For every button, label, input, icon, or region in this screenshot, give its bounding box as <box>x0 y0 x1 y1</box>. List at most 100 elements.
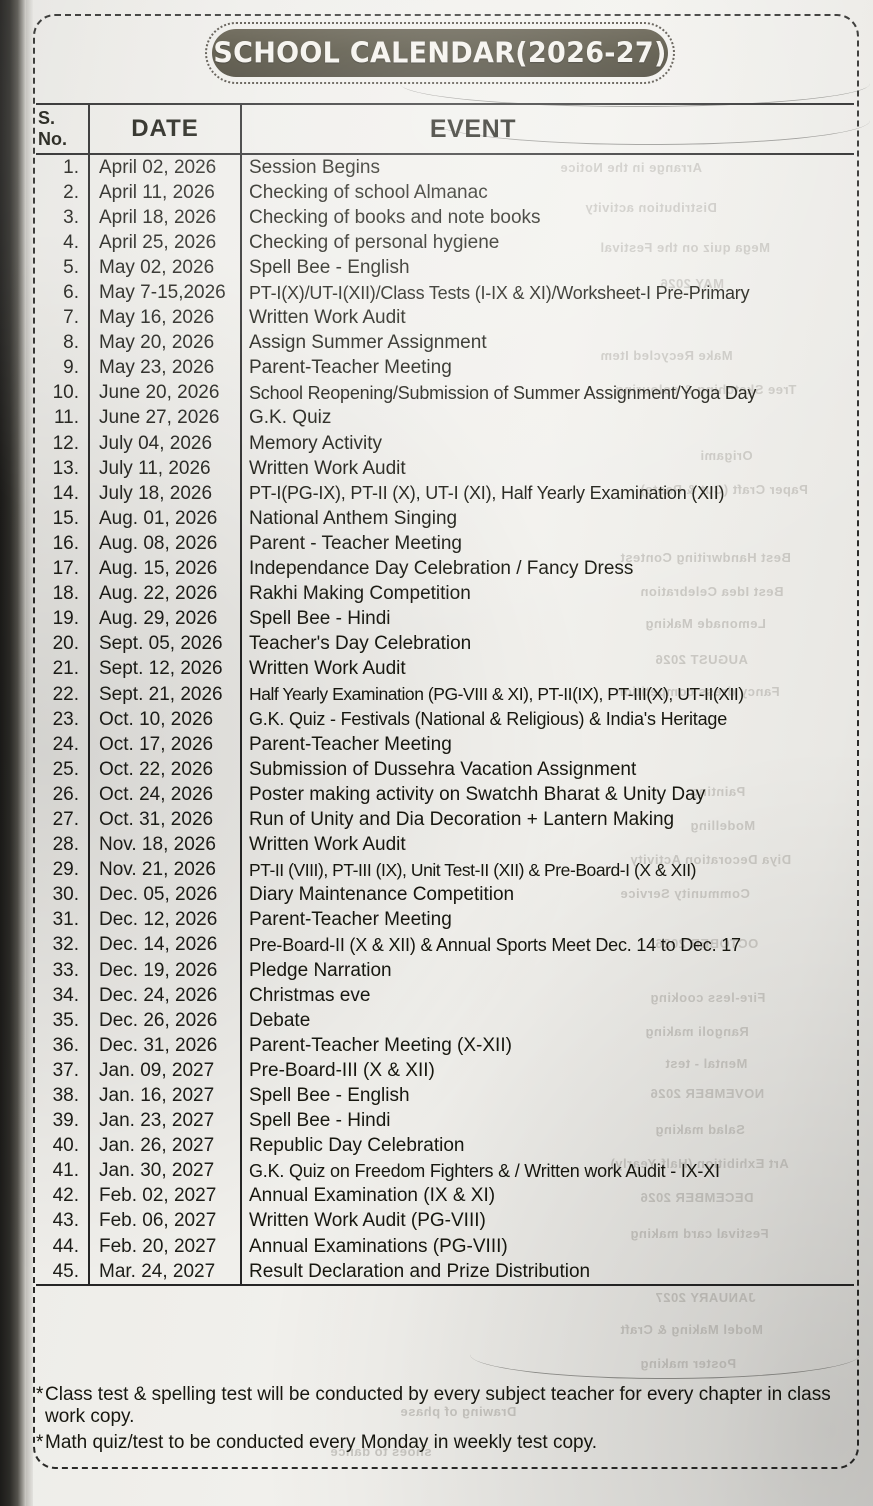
table-row: 6. May 7-15,2026 PT-I(X)/UT-I(XII)/Class T… <box>36 280 854 306</box>
cell-date: Aug. 29, 2026 <box>90 606 242 632</box>
table-row: 45. Mar. 24, 2027 Result Declaration and P… <box>36 1259 854 1285</box>
cell-sno: 6. <box>36 280 90 306</box>
cell-date: July 04, 2026 <box>90 431 242 457</box>
cell-event: Written Work Audit <box>249 834 406 856</box>
table-row: 21. Sept. 12, 2026 Written Work Audit <box>36 656 854 682</box>
cell-event: Diary Maintenance Competition <box>249 884 515 906</box>
column-header-event: EVENT <box>429 114 517 143</box>
cell-date: April 02, 2026 <box>90 155 242 181</box>
footnotes: * Class test & spelling test will be con… <box>36 1384 854 1455</box>
cell-sno: 3. <box>36 205 90 231</box>
cell-event: Pre-Board-III (X & XII) <box>249 1059 435 1081</box>
cell-date: Aug. 08, 2026 <box>90 531 242 557</box>
cell-event: Parent-Teacher Meeting <box>249 733 452 755</box>
table-row: 41. Jan. 30, 2027 G.K. Quiz on Freedom Fig… <box>36 1158 854 1184</box>
cell-event: Parent-Teacher Meeting (X-XII) <box>249 1034 512 1056</box>
cell-date: Jan. 09, 2027 <box>90 1058 242 1084</box>
cell-date: Dec. 24, 2026 <box>90 983 242 1009</box>
cell-event: Checking of personal hygiene <box>249 231 500 253</box>
cell-date: Dec. 31, 2026 <box>90 1033 242 1059</box>
cell-date: Aug. 01, 2026 <box>90 506 242 532</box>
cell-sno: 13. <box>36 456 90 482</box>
table-row: 32. Dec. 14, 2026 Pre-Board-II (X & XII) &… <box>36 932 854 958</box>
cell-date: April 18, 2026 <box>90 205 242 231</box>
table-row: 43. Feb. 06, 2027 Written Work Audit (PG-V… <box>36 1208 854 1235</box>
cell-sno: 19. <box>36 606 90 632</box>
cell-event: Annual Examination (IX & XI) <box>249 1185 496 1207</box>
cell-event: PT-II (VIII), PT-III (IX), Unit Test-II … <box>249 859 697 880</box>
cell-event: PT-I(PG-IX), PT-II (X), UT-I (XI), Half … <box>249 483 725 504</box>
cell-sno: 24. <box>36 732 90 758</box>
cell-sno: 21. <box>36 656 90 682</box>
table-row: 14. July 18, 2026 PT-I(PG-IX), PT-II (X), … <box>36 481 854 507</box>
footnote-item: * Math quiz/test to be conducted every M… <box>36 1432 854 1454</box>
column-header-sno: S. No. <box>36 105 90 153</box>
cell-sno: 37. <box>36 1058 90 1084</box>
cell-date: Aug. 15, 2026 <box>90 556 242 582</box>
cell-event: Half Yearly Examination (PG-VIII & XI), … <box>249 684 744 705</box>
cell-date: April 25, 2026 <box>90 230 242 256</box>
table-row: 26. Oct. 24, 2026 Poster making activity o… <box>36 782 854 808</box>
cell-date: Oct. 10, 2026 <box>90 707 242 733</box>
cell-date: Dec. 12, 2026 <box>90 907 242 933</box>
cell-event: School Reopening/Submission of Summer As… <box>249 382 757 403</box>
cell-event: Annual Examinations (PG-VIII) <box>249 1235 508 1257</box>
cell-sno: 40. <box>36 1133 90 1159</box>
cell-date: May 7-15,2026 <box>90 280 242 306</box>
cell-date: Feb. 02, 2027 <box>90 1183 242 1209</box>
cell-date: Dec. 05, 2026 <box>90 882 242 908</box>
cell-date: Sept. 21, 2026 <box>90 681 242 708</box>
cell-sno: 20. <box>36 631 90 657</box>
cell-event: Checking of school Almanac <box>249 181 488 203</box>
cell-sno: 38. <box>36 1083 90 1109</box>
cell-sno: 18. <box>36 581 90 607</box>
title-dotted-ring <box>205 22 675 84</box>
cell-date: Feb. 20, 2027 <box>90 1234 242 1260</box>
cell-date: Sept. 12, 2026 <box>90 656 242 682</box>
cell-event: Spell Bee - English <box>249 1085 410 1107</box>
cell-date: Dec. 26, 2026 <box>90 1008 242 1034</box>
table-row: 20. Sept. 05, 2026 Teacher's Day Celebrati… <box>36 631 854 657</box>
table-row: 28. Nov. 18, 2026 Written Work Audit <box>36 832 854 858</box>
cell-sno: 30. <box>36 882 90 908</box>
cell-event: G.K. Quiz - Festivals (National & Religi… <box>249 709 728 730</box>
cell-sno: 34. <box>36 983 90 1009</box>
cell-date: May 23, 2026 <box>90 355 242 381</box>
cell-event: Parent-Teacher Meeting <box>249 357 452 379</box>
cell-date: Nov. 18, 2026 <box>90 832 242 858</box>
cell-sno: 2. <box>36 180 90 206</box>
cell-date: June 27, 2026 <box>90 405 242 432</box>
book-spine-edge <box>26 0 33 1506</box>
table-row: 10. June 20, 2026 School Reopening/Submiss… <box>36 380 854 406</box>
cell-event: Pledge Narration <box>249 959 392 981</box>
cell-date: June 20, 2026 <box>90 380 242 406</box>
cell-event: PT-I(X)/UT-I(XII)/Class Tests (I-IX & XI… <box>249 282 750 303</box>
table-row: 27. Oct. 31, 2026 Run of Unity and Dia Dec… <box>36 807 854 833</box>
cell-event: Parent-Teacher Meeting <box>249 909 452 931</box>
cell-event: Memory Activity <box>249 432 383 454</box>
cell-sno: 9. <box>36 355 90 381</box>
cell-event: Spell Bee - English <box>249 256 410 278</box>
cell-sno: 8. <box>36 330 90 356</box>
cell-date: Oct. 22, 2026 <box>90 757 242 783</box>
table-row: 37. Jan. 09, 2027 Pre-Board-III (X & XII) <box>36 1058 854 1084</box>
title-pill: SCHOOL CALENDAR(2026-27) <box>212 29 668 77</box>
table-row: 3. April 18, 2026 Checking of books and no… <box>36 205 854 231</box>
cell-sno: 11. <box>36 405 90 432</box>
table-row: 2. April 11, 2026 Checking of school Alman… <box>36 180 854 206</box>
cell-sno: 42. <box>36 1183 90 1209</box>
table-row: 1. April 02, 2026 Session Begins <box>36 155 854 181</box>
table-row: 9. May 23, 2026 Parent-Teacher Meeting <box>36 355 854 381</box>
table-row: 18. Aug. 22, 2026 Rakhi Making Competition <box>36 581 854 607</box>
table-row: 17. Aug. 15, 2026 Independance Day Celebra… <box>36 556 854 582</box>
cell-sno: 7. <box>36 305 90 331</box>
cell-sno: 23. <box>36 707 90 733</box>
column-header-date: DATE <box>90 105 242 153</box>
cell-event: Result Declaration and Prize Distributio… <box>249 1260 591 1282</box>
table-header-row: S. No. DATE EVENT <box>36 103 854 155</box>
cell-date: May 16, 2026 <box>90 305 242 331</box>
table-row: 5. May 02, 2026 Spell Bee - English <box>36 255 854 281</box>
cell-sno: 41. <box>36 1158 90 1184</box>
cell-sno: 17. <box>36 556 90 582</box>
cell-sno: 12. <box>36 431 90 457</box>
